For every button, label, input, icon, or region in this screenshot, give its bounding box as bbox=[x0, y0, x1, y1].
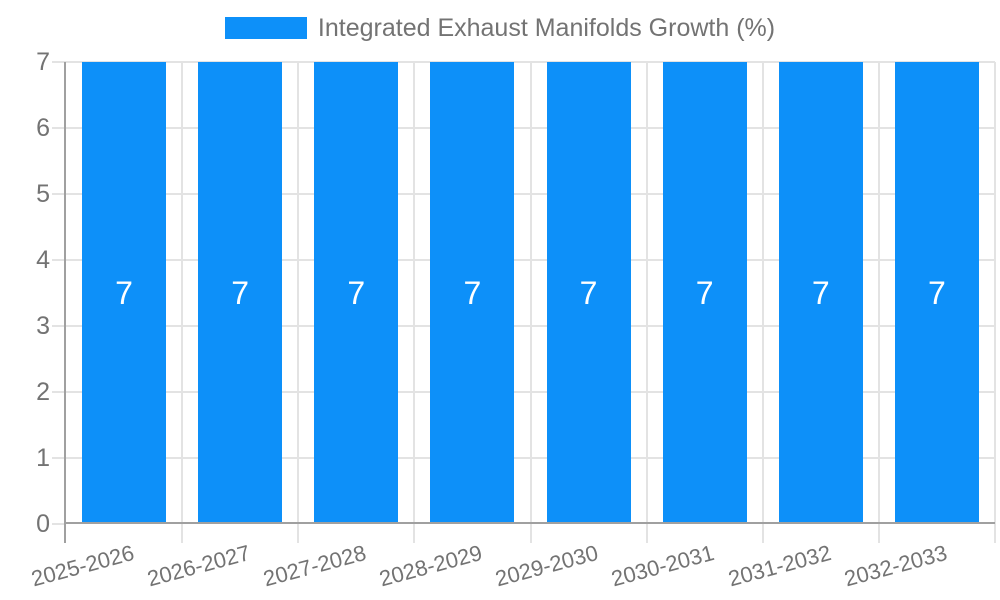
bar-value-label: 7 bbox=[695, 275, 714, 311]
bar[interactable]: 7 bbox=[430, 62, 515, 524]
y-axis-tick bbox=[52, 523, 66, 525]
y-axis-tick bbox=[52, 193, 66, 195]
x-axis-tick bbox=[529, 524, 532, 543]
bar[interactable]: 7 bbox=[778, 62, 863, 524]
bar-value-label: 7 bbox=[579, 275, 598, 311]
gridline-vertical bbox=[877, 62, 880, 524]
y-axis-label: 5 bbox=[36, 180, 50, 208]
x-axis-label: 2030-2031 bbox=[609, 540, 718, 592]
x-axis-tick bbox=[413, 524, 416, 543]
x-axis-label: 2027-2028 bbox=[260, 540, 369, 592]
bar-value-label: 7 bbox=[928, 275, 946, 311]
bar-value-label: 7 bbox=[347, 275, 366, 311]
y-axis-tick bbox=[52, 127, 66, 129]
bar-value-label: 7 bbox=[463, 275, 482, 311]
bar[interactable]: 7 bbox=[82, 62, 167, 524]
bar[interactable]: 7 bbox=[198, 62, 283, 524]
gridline-vertical bbox=[529, 62, 532, 524]
y-axis-label: 6 bbox=[36, 114, 50, 142]
legend-swatch bbox=[224, 17, 307, 39]
y-axis-label: 0 bbox=[36, 510, 50, 538]
x-axis-label: 2026-2027 bbox=[144, 540, 253, 592]
y-axis-tick bbox=[52, 259, 66, 261]
y-axis-label: 2 bbox=[36, 378, 50, 406]
y-axis-tick bbox=[52, 325, 66, 327]
y-axis-line bbox=[64, 62, 66, 543]
x-axis-tick bbox=[297, 524, 300, 543]
x-axis-tick bbox=[761, 524, 764, 543]
y-axis-label: 1 bbox=[36, 444, 50, 472]
gridline-vertical bbox=[994, 62, 996, 524]
bar[interactable]: 7 bbox=[546, 62, 631, 524]
y-axis-label: 7 bbox=[36, 48, 50, 76]
y-axis-tick bbox=[52, 391, 66, 393]
x-axis-label: 2032-2033 bbox=[841, 540, 950, 592]
y-axis-tick bbox=[52, 61, 66, 63]
x-axis-line bbox=[64, 522, 995, 524]
gridline-vertical bbox=[297, 62, 300, 524]
x-axis-tick bbox=[645, 524, 648, 543]
chart-legend[interactable]: Integrated Exhaust Manifolds Growth (%) bbox=[0, 13, 1000, 43]
y-axis-label: 3 bbox=[36, 312, 50, 340]
x-axis-label: 2025-2026 bbox=[28, 540, 137, 592]
legend-title: Integrated Exhaust Manifolds Growth (%) bbox=[317, 14, 776, 42]
bar[interactable]: 7 bbox=[314, 62, 399, 524]
gridline-vertical bbox=[761, 62, 764, 524]
bar-value-label: 7 bbox=[115, 275, 133, 311]
gridline-vertical bbox=[645, 62, 648, 524]
gridline-vertical bbox=[413, 62, 416, 524]
x-axis-label: 2029-2030 bbox=[492, 540, 602, 592]
y-axis-tick bbox=[52, 457, 66, 459]
y-axis-label: 4 bbox=[36, 246, 50, 274]
x-axis-label: 2031-2032 bbox=[725, 540, 834, 592]
bar[interactable]: 7 bbox=[894, 62, 979, 524]
x-axis-tick bbox=[994, 524, 996, 543]
bar-value-label: 7 bbox=[811, 275, 830, 311]
x-axis-tick bbox=[877, 524, 880, 543]
bar-value-label: 7 bbox=[231, 275, 250, 311]
bar[interactable]: 7 bbox=[662, 62, 747, 524]
x-axis-label: 2028-2029 bbox=[376, 540, 485, 592]
x-axis-tick bbox=[181, 524, 184, 543]
gridline-vertical bbox=[181, 62, 184, 524]
